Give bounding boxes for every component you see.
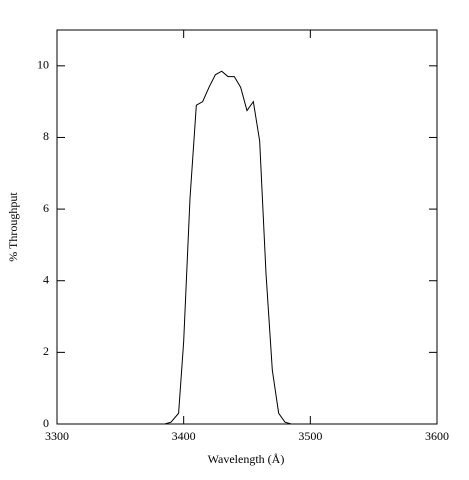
- x-tick-label: 3500: [298, 429, 322, 443]
- y-tick-label: 0: [43, 416, 49, 430]
- x-tick-label: 3400: [172, 429, 196, 443]
- x-tick-label: 3300: [45, 429, 69, 443]
- y-tick-label: 2: [43, 344, 49, 358]
- data-line: [57, 70, 437, 425]
- y-tick-label: 6: [43, 201, 49, 215]
- y-tick-label: 8: [43, 129, 49, 143]
- y-tick-label: 4: [43, 272, 49, 286]
- x-axis-label: Wavelength (Å): [208, 452, 285, 466]
- y-tick-label: 10: [37, 58, 49, 72]
- y-axis-label: % Throughput: [6, 192, 20, 262]
- plot-frame: [56, 29, 438, 425]
- x-tick-label: 3600: [425, 429, 449, 443]
